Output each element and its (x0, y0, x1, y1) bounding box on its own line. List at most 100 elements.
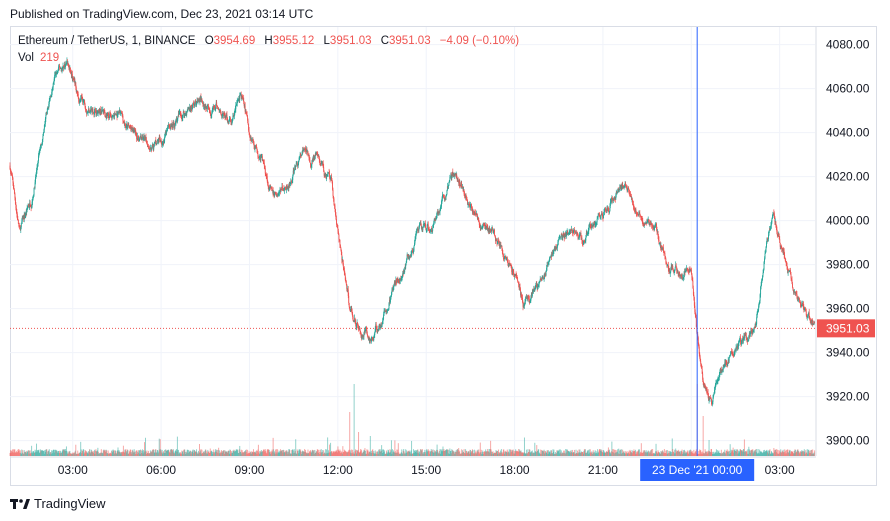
candle-body (779, 239, 781, 243)
candle-body (465, 195, 467, 198)
candle-body (655, 223, 657, 226)
candle-body (632, 199, 633, 203)
candle-body (419, 222, 421, 225)
candle-body (778, 233, 780, 237)
candle-body (259, 156, 261, 160)
candle-body (686, 268, 688, 270)
legend-open: 3954.69 (213, 35, 256, 47)
candle-body (248, 130, 250, 134)
candle-body (559, 236, 561, 238)
volume-bar (693, 449, 695, 456)
candle-body (682, 277, 684, 280)
candle-body (32, 199, 34, 202)
candle-body (33, 187, 35, 196)
candle-body (60, 68, 62, 69)
candle-body (143, 137, 144, 140)
candle-body (569, 231, 571, 233)
candle-body (567, 233, 569, 235)
candle-body (334, 205, 336, 210)
candle-body (753, 329, 755, 332)
candle-body (668, 270, 670, 272)
candle-body (305, 151, 307, 152)
candle-body (147, 146, 149, 147)
candle-body (500, 245, 502, 247)
candle-body (194, 104, 196, 106)
candle-body (191, 106, 193, 110)
candle-body (185, 112, 187, 115)
candle-body (249, 133, 251, 135)
volume-bar (463, 449, 465, 456)
volume-bar (329, 444, 331, 456)
candle-body (414, 242, 415, 247)
candle-body (676, 266, 678, 271)
candle-body (345, 279, 347, 282)
candle-body (607, 207, 609, 210)
candle-body (320, 163, 322, 166)
candle-body (221, 114, 223, 117)
candle-body (254, 146, 256, 149)
candle-body (719, 368, 721, 372)
candle-body (15, 208, 17, 212)
candle-body (53, 81, 55, 84)
candle-body (211, 110, 213, 114)
footer[interactable]: TradingView (10, 496, 106, 511)
candle-body (798, 298, 800, 299)
candle-body (422, 227, 424, 231)
volume-bar (634, 449, 636, 456)
volume-bar (255, 450, 257, 456)
candle-body (42, 135, 44, 140)
candle-body (813, 323, 815, 324)
candle-body (606, 210, 607, 212)
candle-body (646, 222, 648, 224)
candle-body (723, 364, 725, 366)
candle-body (702, 373, 704, 380)
candle-body (92, 108, 93, 112)
price-tick-label: 4080.00 (826, 38, 870, 52)
candle-body (791, 279, 793, 284)
candle-body (253, 142, 255, 146)
candle-body (130, 128, 132, 130)
candle-body (278, 193, 280, 194)
volume-bar (182, 450, 184, 456)
price-tick-label: 3920.00 (826, 390, 870, 404)
candle-body (629, 193, 631, 195)
candle-body (614, 198, 616, 200)
candle-body (96, 112, 98, 115)
candle-body (626, 186, 628, 189)
candle-body (80, 95, 82, 99)
candle-body (384, 310, 386, 312)
volume-bar (372, 449, 374, 456)
candle-body (705, 387, 707, 390)
candle-body (208, 107, 210, 109)
candle-body (681, 274, 683, 277)
candle-body (106, 114, 108, 117)
time-tick-label: 09:00 (234, 463, 264, 477)
candle-body (437, 211, 439, 214)
candle-body (812, 323, 814, 326)
candle-body (18, 223, 20, 226)
candle-body (222, 113, 224, 116)
candle-body (211, 113, 213, 115)
candle-body (805, 311, 807, 316)
candle-body (652, 228, 654, 230)
candle-body (446, 190, 448, 195)
candle-body (22, 217, 24, 220)
volume-bar (729, 444, 731, 456)
volume-bar (100, 449, 102, 456)
candle-body (77, 93, 79, 98)
candle-body (756, 312, 758, 318)
candle-body (814, 321, 816, 323)
candle-body (535, 285, 537, 288)
candle-body (237, 98, 239, 100)
time-tick-label: 18:00 (500, 463, 530, 477)
candle-body (453, 174, 455, 175)
candle-body (345, 281, 347, 285)
candle-body (166, 128, 168, 131)
candle-body (168, 123, 170, 125)
candle-body (353, 320, 355, 322)
candle-body (486, 226, 488, 227)
candle-body (733, 354, 735, 356)
candle-body (594, 224, 596, 225)
candle-body (671, 266, 673, 268)
